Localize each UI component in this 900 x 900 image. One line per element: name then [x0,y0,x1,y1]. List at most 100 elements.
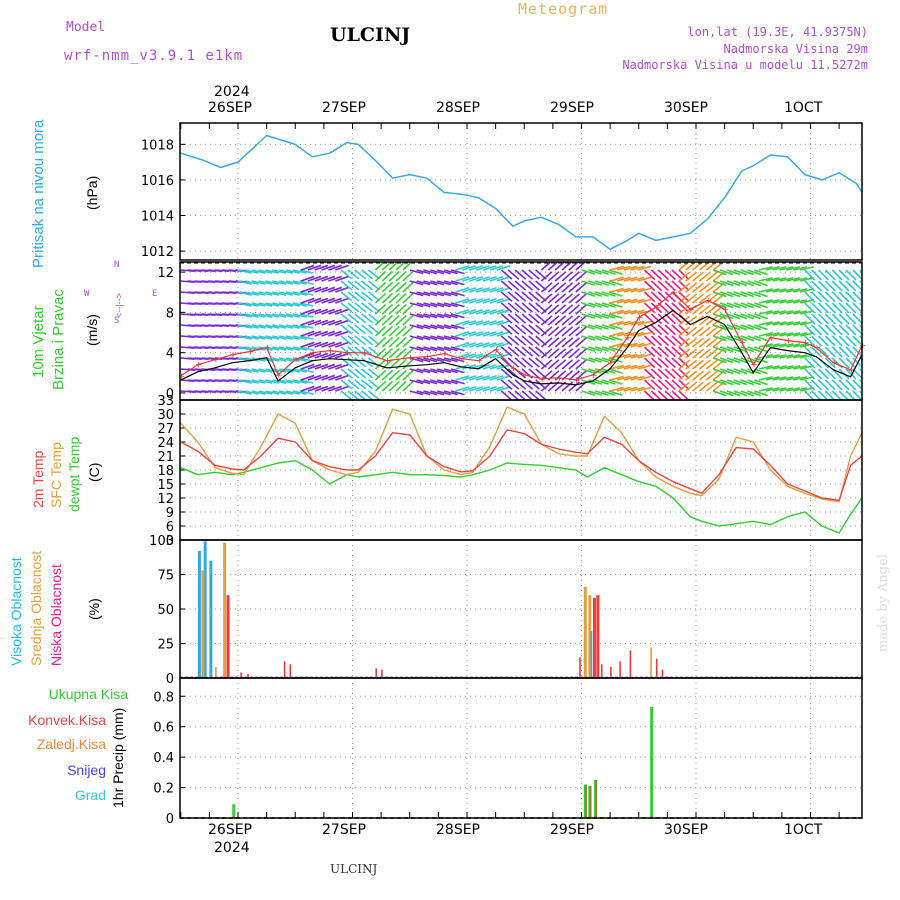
bottom-date-3: 29SEP [550,822,594,838]
wind-barb [852,280,862,292]
wind-barb [630,298,645,304]
wind-barb [279,313,294,318]
wind-barb [845,324,857,336]
wind-barb [831,269,843,281]
wind-barb [496,320,511,326]
wind-barb [838,379,850,391]
wind-barb [719,357,734,364]
wind-barb [845,313,857,325]
wind-barb [554,337,567,348]
wind-barb [307,374,322,381]
wind-barb [354,280,367,291]
wind-barb [630,287,645,293]
wind-barb [514,280,527,291]
cloud-bar [223,542,227,678]
wind-barb [678,346,690,358]
wind-barb [237,390,252,395]
cloud-bar [197,551,201,678]
wind-barb [630,265,645,271]
wind-barb [475,287,490,293]
wind-barb [740,368,755,375]
wind-barb [335,297,349,304]
wind-barb [237,313,252,318]
wind-barb [547,348,560,359]
wind-gust-marker: + [785,337,793,347]
wind-barb [307,297,322,304]
wind-barb [664,346,676,358]
wind-barb [354,313,367,324]
wind-barb [754,269,768,276]
wind-barb [772,343,787,348]
wind-barb [678,293,691,304]
wind-barb [475,320,490,326]
wind-barb [595,346,609,352]
wind-barb [712,269,727,276]
legend-snow: Snijeg [67,762,106,778]
wind-barb [314,286,329,293]
wind-barb [581,269,596,275]
wind-barb [581,346,596,352]
wind-barb [279,390,294,395]
wind-barb [314,297,329,304]
wind-barb [754,368,768,375]
wind-barb [328,308,342,315]
wind-barb [292,313,307,318]
wind-barb [772,310,787,315]
wind-barb [340,390,353,400]
wind-barb [462,265,477,271]
wind-barb [251,313,266,318]
wind-barb [623,331,638,337]
wind-barb [374,270,387,282]
wind-barb [547,293,560,304]
cloud-panel: 0 25 50 75 100 [149,534,862,687]
wind-barb [637,353,652,359]
wind-barb [719,313,734,320]
wind-barb [852,291,862,303]
wind-barb [657,313,669,325]
wind-barb [469,309,483,315]
wind-barb [650,269,663,281]
wind-barb [595,269,609,275]
wind-barb [381,347,394,359]
wind-barb [554,282,567,293]
wind-barb [402,336,414,348]
pressure-line [180,134,863,251]
wind-barb [765,387,780,392]
wind-barb [354,368,367,379]
wind-barb [588,379,602,385]
wind-barb [754,379,768,386]
wind-barb [733,313,748,320]
wind-barb [630,276,645,282]
wind-barb [292,335,307,340]
wind-barb [705,337,718,348]
wind-barb [244,269,259,274]
wind-barb [258,324,273,329]
wind-barb [811,346,823,358]
wind-barb [374,303,387,315]
wind-barb [540,337,553,348]
wind-barb [437,390,451,396]
wind-barb [793,321,808,326]
wind-gust-marker: + [344,349,352,359]
wind-barb [258,313,273,318]
wind-barb [521,335,534,346]
wind-barb [475,331,490,337]
wind-barb [381,281,394,293]
wind-barb [811,302,823,314]
wind-barb [779,343,794,348]
wind-barb [852,302,862,314]
wind-barb [300,297,315,304]
wind-barb [685,271,698,282]
wind-barb [335,363,349,370]
wind-barb [272,368,287,373]
wind-barb [747,379,762,386]
wind-barb [514,291,527,302]
wind-barb [692,370,704,381]
wind-barb [793,288,808,293]
wind-barb [561,359,574,370]
wind-barb [664,324,676,336]
wind-barb [601,390,616,396]
pressure-ytick-label: 1012 [141,245,174,260]
wind-barb [416,324,431,330]
wind-barb [450,346,465,352]
